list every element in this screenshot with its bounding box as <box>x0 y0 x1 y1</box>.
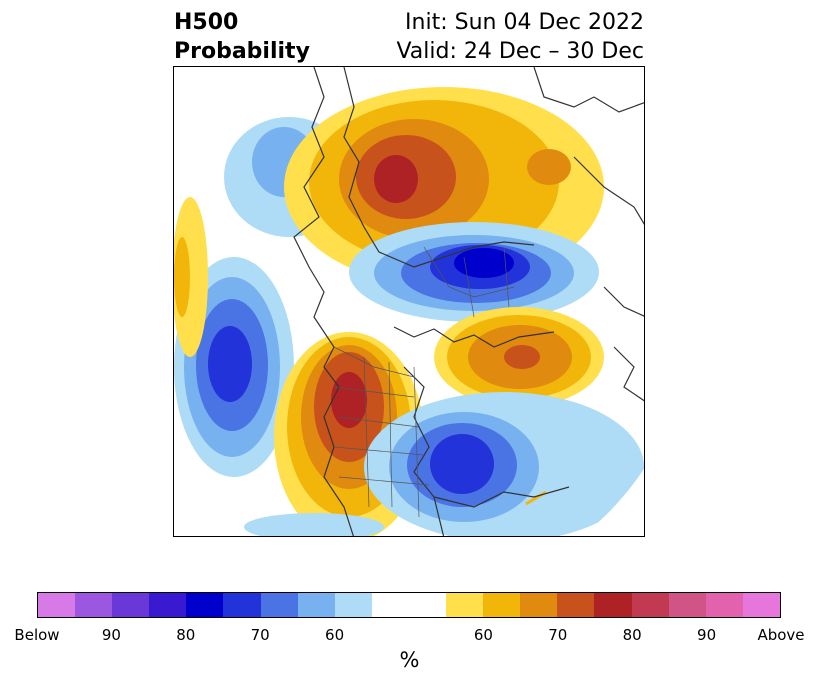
colorbar-tick-label: 80 <box>622 626 642 644</box>
colorbar-tick-label: 90 <box>101 626 121 644</box>
colorbar-ticks: Below 90 80 70 60 60 70 80 90 Above <box>14 626 804 644</box>
colorbar-tick-label: 90 <box>697 626 717 644</box>
colorbar-segment <box>631 593 669 617</box>
colorbar-segment <box>149 593 187 617</box>
colorbar-segment <box>668 593 706 617</box>
colorbar-tick-label: 60 <box>473 626 493 644</box>
anomaly-below-eastern-us <box>244 392 644 536</box>
colorbar-tick-label: 60 <box>325 626 345 644</box>
colorbar-segment <box>483 593 521 617</box>
title-left: H500 Probability <box>174 8 310 66</box>
colorbar-segment <box>112 593 150 617</box>
colorbar-segment <box>742 593 780 617</box>
variable-label: H500 <box>174 10 239 35</box>
map-canvas <box>174 67 644 536</box>
colorbar-segment <box>260 593 298 617</box>
colorbar-segment <box>594 593 632 617</box>
probability-map <box>173 66 645 537</box>
colorbar-unit-label: % <box>399 648 420 672</box>
colorbar-segment <box>446 593 484 617</box>
init-date: Init: Sun 04 Dec 2022 <box>405 10 644 35</box>
colorbar-tick-label: 70 <box>250 626 270 644</box>
political-borders <box>333 246 515 518</box>
colorbar-segment <box>75 593 113 617</box>
colorbar-segment <box>371 593 447 617</box>
colorbar-segment <box>186 593 224 617</box>
colorbar-segment <box>223 593 261 617</box>
colorbar <box>37 592 781 618</box>
anomaly-above-north-atlantic <box>434 307 604 407</box>
colorbar-tick-label: Below <box>14 626 60 644</box>
colorbar-segment <box>520 593 558 617</box>
colorbar-tick-label: 80 <box>176 626 196 644</box>
colorbar-segment <box>297 593 335 617</box>
valid-range: Valid: 24 Dec – 30 Dec <box>396 39 644 64</box>
product-label: Probability <box>174 39 310 64</box>
anomaly-above-west-edge <box>174 197 208 357</box>
colorbar-segment <box>38 593 76 617</box>
colorbar-tick-label: Above <box>757 626 805 644</box>
colorbar-tick-label: 70 <box>548 626 568 644</box>
colorbar-segment <box>705 593 743 617</box>
colorbar-segment <box>557 593 595 617</box>
title-right: Init: Sun 04 Dec 2022 Valid: 24 Dec – 30… <box>396 8 644 66</box>
anomaly-below-greenland <box>349 222 599 322</box>
colorbar-segment <box>334 593 372 617</box>
coastlines <box>293 67 644 536</box>
